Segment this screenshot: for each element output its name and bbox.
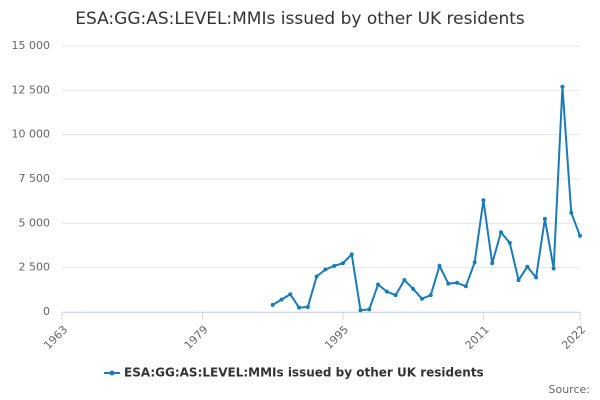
x-tick-label: 2011 (463, 323, 492, 352)
y-tick-label: 15 000 (12, 39, 51, 52)
data-point (437, 263, 442, 268)
data-point (542, 216, 547, 221)
data-point (472, 260, 477, 265)
data-point (498, 230, 503, 235)
data-point (323, 267, 328, 272)
y-tick-label: 2 500 (19, 261, 51, 274)
data-point (507, 240, 512, 245)
data-point (569, 210, 574, 215)
data-point (455, 280, 460, 285)
data-point (578, 233, 582, 238)
data-point (446, 281, 451, 286)
data-point (560, 84, 565, 89)
data-point (419, 296, 424, 301)
legend-marker (109, 370, 115, 376)
data-point (349, 252, 354, 257)
data-point (411, 286, 416, 291)
data-point (314, 274, 319, 279)
data-point (481, 198, 486, 203)
data-point (305, 305, 310, 310)
x-tick-label: 1963 (41, 323, 70, 352)
data-point (534, 275, 539, 280)
data-point (367, 307, 372, 312)
data-point (393, 293, 398, 298)
y-tick-label: 0 (43, 305, 50, 318)
legend-label: ESA:GG:AS:LEVEL:MMIs issued by other UK … (124, 366, 484, 380)
source-label: Source: (549, 383, 591, 396)
data-point (516, 278, 521, 283)
data-point (297, 305, 302, 310)
data-point (340, 261, 345, 266)
data-point (551, 266, 556, 271)
legend: ESA:GG:AS:LEVEL:MMIs issued by other UK … (104, 366, 484, 380)
data-point (358, 308, 363, 313)
y-tick-label: 5 000 (19, 216, 51, 229)
data-point (376, 282, 381, 287)
x-tick-label: 2022 (559, 323, 588, 352)
data-point (490, 261, 495, 266)
data-point (428, 293, 433, 298)
x-tick-label: 1979 (182, 323, 211, 352)
data-point (525, 264, 530, 269)
data-point (463, 284, 468, 289)
y-tick-label: 12 500 (12, 83, 51, 96)
series-line (272, 86, 581, 312)
data-point (332, 263, 337, 268)
x-tick-label: 1995 (322, 323, 351, 352)
data-point (279, 297, 284, 302)
data-point (288, 292, 293, 297)
y-tick-label: 7 500 (19, 172, 51, 185)
y-tick-label: 10 000 (12, 128, 51, 141)
data-point (402, 278, 407, 283)
data-point (270, 302, 275, 307)
data-point (384, 289, 389, 294)
chart-title: ESA:GG:AS:LEVEL:MMIs issued by other UK … (75, 9, 525, 29)
